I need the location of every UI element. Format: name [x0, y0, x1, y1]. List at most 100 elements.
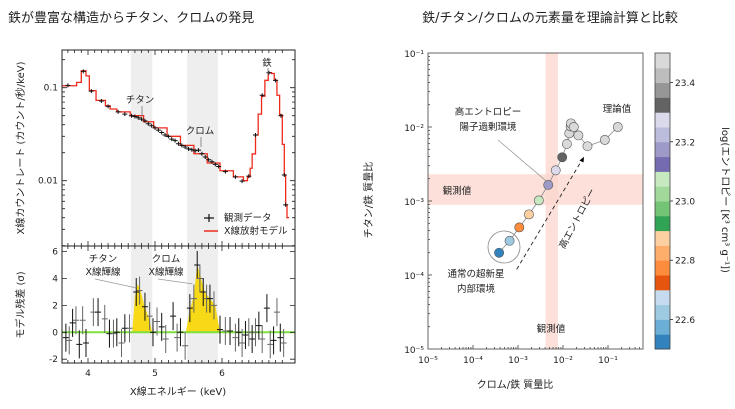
line-leaders	[94, 278, 193, 289]
y-tick-label: 10⁻¹	[404, 50, 424, 60]
residual-point	[154, 307, 161, 336]
residual-point	[245, 318, 252, 347]
observed-data-point	[149, 123, 155, 128]
y-tick-label: 2	[52, 301, 58, 311]
residual-point	[170, 302, 177, 331]
residual-point	[146, 302, 153, 331]
colorbar-segment	[655, 141, 670, 158]
residual-point	[273, 298, 280, 327]
residual-point	[190, 284, 197, 313]
colorbar-tick-label: 22.8	[675, 257, 695, 267]
colorbar-segment	[655, 53, 670, 69]
x-tick-label: 4	[85, 369, 91, 379]
colorbar-tick-label: 23.2	[675, 138, 695, 148]
colorbar-segment	[655, 245, 670, 261]
residual-point	[249, 325, 256, 354]
high-entropy-annotation-2: 陽子過剰環境	[459, 121, 517, 133]
colorbar-segment	[655, 156, 670, 172]
residual-point	[182, 331, 189, 360]
colorbar-segment	[655, 334, 670, 350]
observed-data-point	[132, 114, 138, 119]
model-point	[524, 209, 534, 220]
energy-x-label: X線エネルギー (keV)	[130, 385, 226, 398]
residual-point	[194, 251, 201, 280]
observed-data-point	[259, 93, 265, 98]
residual-point	[110, 319, 117, 348]
model-point	[514, 222, 525, 233]
y-tick-label: 10⁻³	[404, 198, 424, 208]
residual-point	[126, 314, 133, 343]
residual-point	[62, 323, 69, 352]
colorbar-segment	[655, 97, 670, 113]
colorbar-tick-label: 22.6	[675, 316, 695, 326]
observed-data-point	[80, 69, 86, 74]
residual-point	[158, 312, 165, 341]
colorbar-segment	[655, 319, 670, 335]
y-tick-label: -2	[49, 355, 58, 365]
observed-data-point	[105, 104, 111, 109]
residual-point	[227, 316, 234, 345]
x-tick-label: 10⁻²	[553, 356, 573, 366]
model-point	[543, 180, 554, 190]
residual-plot	[62, 251, 295, 360]
observed-band-cr	[545, 53, 558, 349]
model-point	[599, 134, 610, 145]
observed-data-point	[169, 137, 175, 142]
model-point	[504, 235, 515, 246]
y-tick-label: 4	[52, 275, 58, 285]
residual-point	[174, 323, 181, 352]
observed-data-point	[273, 78, 279, 83]
residual-point	[136, 276, 143, 305]
colorbar-segment	[655, 289, 670, 306]
model-spectrum-line	[62, 70, 289, 219]
observed-data-point	[65, 83, 71, 88]
observed-data-point	[206, 157, 212, 162]
legend-data-label: 観測データ	[224, 212, 272, 224]
residual-point	[69, 308, 76, 337]
ti-line-annotation-1: チタン	[89, 254, 118, 265]
left-title: 鉄が豊富な構造からチタン、クロムの発見	[8, 10, 254, 26]
observed-data-point	[152, 125, 158, 130]
residual-point	[186, 294, 193, 323]
model-point	[550, 165, 561, 176]
observed-data-point	[278, 113, 284, 118]
observed-data-point	[88, 89, 94, 94]
observed-data-point	[283, 202, 289, 207]
colorbar-tick-label: 23.4	[675, 79, 695, 89]
colorbar-segment	[655, 215, 670, 232]
residual-point	[149, 318, 156, 347]
model-point	[582, 141, 593, 152]
residual-point	[235, 318, 242, 347]
legend-model-label: X線放射モデル	[224, 225, 288, 237]
residual-point	[210, 291, 217, 320]
y-tick-label: 0.01	[38, 177, 58, 187]
residual-point	[232, 323, 239, 352]
legend-data-marker	[204, 214, 214, 222]
observed-data-point	[142, 118, 148, 123]
y-tick-label: 6	[52, 248, 58, 258]
model-point	[557, 152, 568, 163]
x-tick-label: 5	[152, 369, 158, 379]
high-entropy-annotation-1: 高エントロピー	[455, 106, 522, 118]
observed-y-annotation: 観測値	[443, 185, 472, 197]
observed-data-point	[222, 169, 228, 174]
y-tick-label: 10⁻⁵	[404, 346, 424, 356]
residual-point	[118, 329, 125, 358]
spectrum-y-label: X線カウントレート (カウント/秒/keV)	[14, 61, 27, 234]
observed-data-point	[189, 147, 195, 152]
fe-annotation: 鉄	[262, 57, 272, 69]
residual-point	[267, 330, 274, 359]
residual-point	[141, 292, 148, 321]
residual-point	[76, 330, 83, 359]
observed-data-point	[216, 164, 222, 169]
observed-data-point	[202, 154, 208, 159]
observed-data-point	[115, 109, 121, 114]
residual-point	[259, 325, 266, 354]
observed-data-point	[246, 174, 252, 179]
observed-data-point	[139, 117, 145, 122]
observed-data-point	[196, 148, 202, 153]
observed-data-point	[239, 179, 245, 184]
observed-data-point	[155, 128, 161, 133]
residual-point	[66, 326, 73, 355]
